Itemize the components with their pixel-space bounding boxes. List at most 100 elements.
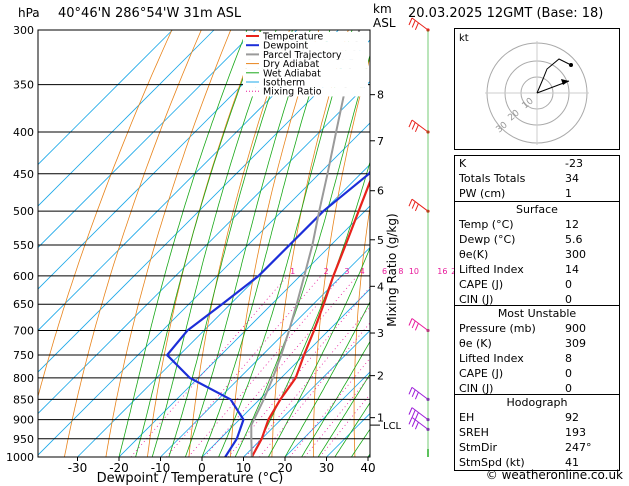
wind-barb — [408, 407, 430, 422]
surface-label: θe(K) — [459, 248, 489, 261]
wind-barb-flag — [414, 412, 419, 420]
wind-barb-shaft — [411, 386, 429, 400]
hodo-label: EH — [459, 411, 475, 424]
wind-barb-flag — [408, 318, 413, 326]
wet-adiabat-line — [135, 30, 262, 457]
x-axis-label: Dewpoint / Temperature (°C) — [97, 471, 284, 486]
wind-barb-flag — [408, 387, 413, 395]
temperature-tick-label: 10 — [236, 461, 251, 475]
wet-adiabat-line — [301, 340, 370, 457]
mixing-ratio-label: 4 — [360, 267, 365, 276]
hodograph-table: Hodograph EH 92 SREH 193 StmDir 247° StmSpd… — [454, 394, 620, 471]
surface-row: Dewp (°C) 5.6 — [455, 232, 619, 247]
pressure-tick-label: 400 — [13, 126, 34, 139]
wind-barb-flag — [411, 122, 416, 130]
km-tick-label: 7 — [377, 135, 384, 148]
mu-value: 8 — [565, 352, 572, 365]
parcel-trajectory-line — [250, 30, 361, 457]
temperature-tick-label: -20 — [109, 461, 129, 475]
hodo-value: 92 — [565, 411, 579, 424]
pressure-tick-label: 800 — [13, 372, 34, 385]
hodo-row: StmDir 247° — [455, 440, 619, 455]
legend-entry: Dry Adiabat — [263, 59, 320, 70]
legend-bg — [243, 78, 368, 88]
pressure-tick-label: 850 — [13, 393, 34, 406]
mixing-ratio-line — [245, 306, 370, 457]
legend-entry: Parcel Trajectory — [263, 50, 342, 61]
indices-table: K -23 Totals Totals 34 PW (cm) 1 — [454, 155, 620, 202]
lcl-label: LCL — [383, 421, 402, 432]
wind-barb-shaft — [411, 416, 429, 430]
wind-barb-shaft — [411, 119, 429, 133]
surface-row: Lifted Index 14 — [455, 262, 619, 277]
surface-value: 300 — [565, 248, 586, 261]
pressure-tick-label: 500 — [13, 205, 34, 218]
legend-bg — [243, 32, 368, 42]
wind-barb-flag — [411, 409, 416, 418]
isotherm-line — [38, 30, 256, 249]
surface-row: CIN (J) 0 — [455, 292, 619, 307]
hodo-row: SREH 193 — [455, 425, 619, 440]
hodograph-unit-label: kt — [459, 33, 469, 44]
hodo-value: 193 — [565, 426, 586, 439]
wind-barb-flag — [408, 119, 413, 128]
mixing-ratio-label: 10 — [409, 267, 419, 276]
legend-entry: Isotherm — [263, 78, 305, 89]
surface-value: 0 — [565, 293, 572, 306]
wet-adiabat-line — [334, 402, 370, 457]
temperature-tick-label: -30 — [68, 461, 88, 475]
index-row: K -23 — [455, 156, 619, 171]
mixing-ratio-label: 16 — [437, 267, 447, 276]
isotherm-line — [243, 329, 370, 457]
dewpoint-line — [165, 170, 370, 457]
mu-label: θe (K) — [459, 337, 492, 350]
wind-barb — [408, 119, 430, 134]
wind-barb-shaft — [411, 407, 429, 421]
pressure-tick-label: 350 — [13, 79, 34, 92]
legend-bg — [243, 50, 368, 60]
wind-barb-flag — [411, 389, 416, 397]
index-label: PW (cm) — [459, 187, 506, 200]
hodograph-ring-label: 20 — [507, 108, 522, 123]
mixing-ratio-axis-label: Mixing Ratio (g/kg) — [385, 213, 399, 326]
index-value: 1 — [565, 187, 572, 200]
isotherm-line — [38, 122, 370, 456]
wind-barb-flag — [414, 323, 419, 331]
surface-value: 12 — [565, 218, 579, 231]
index-label: Totals Totals — [459, 172, 526, 185]
mu-value: 0 — [565, 382, 572, 395]
most-unstable-table: Most Unstable Pressure (mb) 900 θe (K) 309… — [454, 305, 620, 397]
mixing-ratio-label: 6 — [382, 267, 387, 276]
dry-adiabat-line — [394, 30, 437, 457]
surface-value: 0 — [565, 278, 572, 291]
most-unstable-title: Most Unstable — [497, 307, 577, 320]
hodograph-point — [569, 63, 573, 67]
credit-label: © weatheronline.co.uk — [485, 468, 623, 482]
surface-label: Temp (°C) — [459, 218, 514, 231]
hpa-unit-label: hPa — [18, 6, 40, 20]
hodo-label: StmSpd (kt) — [459, 456, 525, 469]
mu-row: CIN (J) 0 — [455, 381, 619, 396]
index-label: K — [459, 157, 467, 170]
pressure-tick-label: 1000 — [6, 451, 34, 464]
mu-label: CIN (J) — [459, 382, 494, 395]
isotherm-line — [201, 288, 370, 457]
surface-title: Surface — [516, 203, 558, 216]
mu-value: 0 — [565, 367, 572, 380]
isotherm-line — [160, 246, 370, 457]
pressure-tick-label: 650 — [13, 298, 34, 311]
km-tick-label: 5 — [377, 234, 384, 247]
storm-motion-arrowhead — [561, 79, 569, 85]
wind-barb-flag — [411, 320, 416, 329]
hodo-label: SREH — [459, 426, 489, 439]
temperature-line — [250, 178, 370, 457]
asl-unit-label: ASL — [373, 16, 396, 30]
pressure-tick-label: 900 — [13, 414, 34, 427]
pressure-tick-label: 450 — [13, 168, 34, 181]
hodo-value: 41 — [565, 456, 579, 469]
mu-value: 309 — [565, 337, 586, 350]
isotherm-line — [38, 30, 215, 207]
legend-entry: Wet Adiabat — [263, 68, 321, 79]
pressure-tick-label: 300 — [13, 24, 34, 37]
